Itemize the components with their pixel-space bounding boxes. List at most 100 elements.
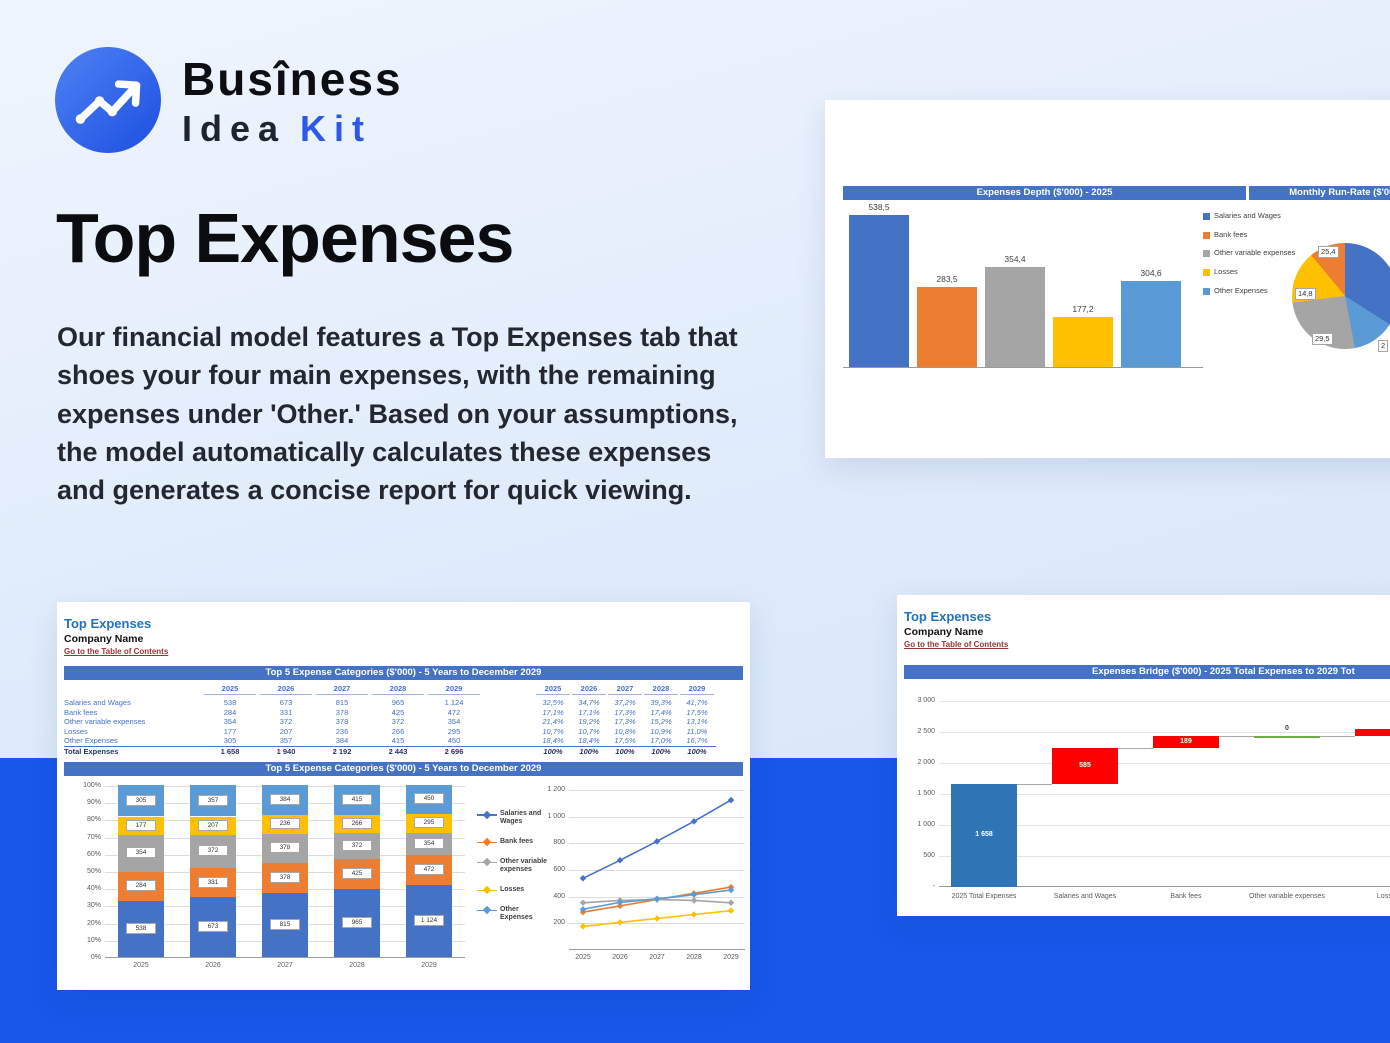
- top5-stacked-plot: 100% 90% 80% 70% 60% 50% 40% 30% 20% 10% 0% 538 284 3…: [83, 782, 465, 961]
- depth-bar: [917, 287, 977, 367]
- expense-row-label: Salaries and Wages: [64, 698, 131, 707]
- total-value: 2 192: [332, 747, 352, 756]
- stacked-y-label: 40%: [86, 885, 101, 893]
- expense-share: 17,3%: [614, 707, 636, 717]
- expense-share: 10,7%: [542, 726, 564, 736]
- line-y-label: 800: [553, 839, 565, 847]
- year-header: 2026: [260, 684, 312, 695]
- expense-share: 32,5%: [542, 698, 564, 707]
- depth-chart-legend: Salaries and Wages Bank fees Other variabl…: [1203, 211, 1303, 296]
- stacked-y-label: 90%: [86, 799, 101, 807]
- bridge-gridline: [939, 732, 1390, 733]
- stacked-y-label: 20%: [86, 919, 101, 927]
- bridge-bar: [1153, 736, 1219, 748]
- legend-label: Other variable expenses: [1214, 248, 1296, 258]
- depth-bar-label: 354,4: [1004, 254, 1026, 264]
- stack-segment-label: 450: [414, 793, 444, 805]
- stacked-x-label: 2028: [349, 962, 365, 969]
- runrate-chart-header: Monthly Run-Rate ($'000: [1249, 186, 1390, 200]
- stack-segment-label: 965: [342, 917, 372, 929]
- stack-segment-label: 538: [126, 923, 156, 935]
- stack-segment-label: 815: [270, 919, 300, 931]
- stacked-y-label: 80%: [86, 816, 101, 824]
- line-y-label: 1 200: [547, 786, 565, 793]
- year-header: 2027: [316, 684, 368, 695]
- expense-share: 17,1%: [578, 707, 600, 717]
- depth-bar: [849, 215, 909, 367]
- bridge-gridline: [939, 701, 1390, 702]
- stacked-x-label: 2027: [277, 962, 293, 969]
- bridge-y-label: 2 500: [917, 728, 935, 735]
- stack-segment-label: 378: [270, 872, 300, 884]
- expense-value: 357: [279, 736, 293, 745]
- stacked-y-label: 100%: [83, 782, 101, 789]
- stacked-x-labels: 2025 2026 2027 2028 2029: [105, 962, 465, 972]
- year-header: 2025: [204, 684, 256, 695]
- pie-slice-label: 2: [1378, 340, 1389, 352]
- stacked-y-label: 0%: [90, 954, 101, 961]
- bridge-y-label: 2 000: [917, 759, 935, 766]
- line-y-label: 400: [553, 892, 565, 900]
- legend-swatch: [1203, 250, 1210, 258]
- total-label: Total Expenses: [64, 747, 119, 756]
- bridge-connector: [1320, 736, 1355, 738]
- bridge-gridline: [939, 825, 1390, 826]
- legend-label: Losses: [500, 885, 525, 893]
- bridge-gridline: [939, 856, 1390, 857]
- line-x-label: 2029: [723, 954, 739, 961]
- bridge-bar-label: 585: [1079, 761, 1091, 769]
- bridge-y-label: 1 500: [917, 790, 935, 797]
- stack-segment-label: 384: [270, 793, 300, 805]
- bridge-bar-label: 0: [1285, 725, 1289, 733]
- expense-share: 15,2%: [650, 717, 672, 726]
- expenses-depth-plot: 538,5 283,5 354,4 177,2 304,6: [843, 200, 1203, 368]
- stack-segment-label: 266: [342, 817, 372, 829]
- toc-link[interactable]: Go to the Table of Contents: [904, 640, 1009, 649]
- expense-share: 17,5%: [614, 736, 636, 745]
- depth-bar-label: 538,5: [868, 202, 890, 212]
- sheet-title: Top Expenses: [904, 609, 992, 624]
- legend-label: Other Expenses: [1214, 285, 1268, 295]
- expense-share: 10,9%: [650, 726, 672, 736]
- company-name: Company Name: [64, 633, 144, 645]
- toc-link[interactable]: Go to the Table of Contents: [64, 647, 169, 656]
- expense-share: 39,3%: [650, 698, 672, 707]
- bridge-x-label: Losses: [1376, 893, 1390, 900]
- expense-share: 13,1%: [686, 717, 708, 726]
- bridge-y-label: 1 000: [917, 821, 935, 828]
- expense-row-label: Losses: [64, 726, 88, 736]
- expense-value: 236: [335, 726, 349, 736]
- expense-value: 295: [447, 726, 461, 736]
- bridge-chart-header: Expenses Bridge ($'000) - 2025 Total Exp…: [904, 665, 1390, 679]
- top5-line-plot: 1 200 1 000 800 600 400 200: [547, 786, 745, 950]
- trend-arrow-icon: [75, 80, 141, 124]
- line-x-label: 2026: [612, 954, 628, 961]
- stack-segment-label: 284: [126, 880, 156, 892]
- legend-label: Other Expenses: [500, 905, 533, 921]
- total-value: 2 696: [444, 747, 464, 756]
- stack-segment-label: 425: [342, 868, 372, 880]
- year-header: 2029: [428, 684, 480, 695]
- expense-value: 372: [391, 717, 405, 726]
- stacked-y-label: 60%: [86, 850, 101, 858]
- stacked-y-label: 10%: [86, 936, 101, 944]
- expense-share: 37,2%: [614, 698, 636, 707]
- stack-segment-label: 354: [126, 847, 156, 859]
- expense-value: 266: [391, 726, 405, 736]
- legend-item: Other Expenses: [1203, 285, 1303, 296]
- stack-segment-label: 295: [414, 817, 444, 829]
- line-gridline: [569, 870, 745, 871]
- legend-marker: [477, 838, 497, 847]
- stack-segment-label: 415: [342, 793, 372, 805]
- bridge-y-label: -: [932, 883, 935, 890]
- legend-item: Other variable expenses: [1203, 249, 1303, 258]
- bridge-y-label: 3 000: [917, 697, 935, 704]
- bridge-gridline: [939, 763, 1390, 764]
- legend-label: Salaries and Wages: [500, 810, 542, 826]
- expense-row-label: Other variable expenses: [64, 717, 146, 726]
- legend-item: Salaries and Wages: [1203, 211, 1303, 221]
- expense-share: 17,5%: [686, 707, 708, 717]
- line-x-labels: 2025 2026 2027 2028 2029: [569, 954, 745, 964]
- depth-bar-label: 177,2: [1072, 304, 1094, 314]
